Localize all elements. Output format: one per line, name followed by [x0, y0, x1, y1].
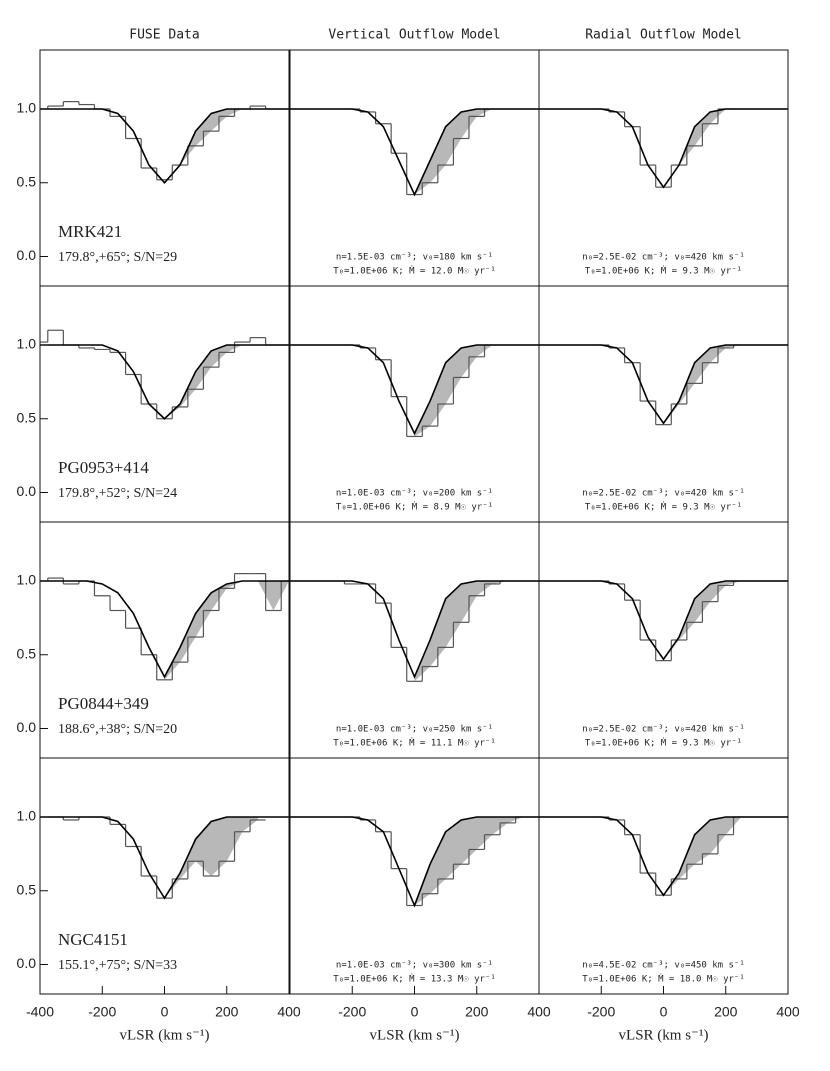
y-tick-label: 0.0: [17, 955, 37, 971]
shade: [164, 817, 258, 899]
x-tick-label: 200: [215, 1004, 239, 1020]
model-params: n=1.5E-03 cm⁻³; v₀=180 km s⁻¹: [336, 253, 493, 263]
x-tick-label: -200: [587, 1004, 615, 1020]
model-params: T₀=1.0E+06 K; Ṁ = 18.0 M☉ yr⁻¹: [582, 974, 745, 985]
panel-frame: [289, 757, 540, 995]
x-tick-label: 400: [776, 1004, 800, 1020]
panel-frame: [538, 49, 789, 287]
column-title: Radial Outflow Model: [585, 28, 742, 43]
y-tick-label: 1.0: [17, 808, 37, 824]
shade: [414, 817, 539, 906]
x-tick-label: 0: [161, 1004, 169, 1020]
y-tick-label: 1.0: [17, 572, 37, 588]
model-line: [290, 344, 539, 436]
model-params: n=1.0E-03 cm⁻³; v₀=250 km s⁻¹: [336, 725, 493, 735]
shade: [663, 581, 788, 661]
model-line: [539, 580, 788, 661]
y-tick-label: 0.0: [17, 247, 37, 263]
model-line: [290, 580, 539, 679]
shade: [164, 345, 289, 419]
object-info: 179.8°,+52°; S/N=24: [58, 486, 177, 501]
model-line: [539, 344, 788, 425]
x-tick-label: 400: [527, 1004, 551, 1020]
y-tick-label: 0.5: [17, 173, 37, 189]
panel-frame: [538, 521, 789, 759]
panel-frame: [289, 285, 540, 523]
panel-frame: [538, 285, 789, 523]
panel-frame: [289, 521, 540, 759]
object-name: PG0953+414: [58, 458, 149, 477]
panel-frame: [538, 757, 789, 995]
model-params: n₀=2.5E-02 cm⁻³; v₀=420 km s⁻¹: [582, 489, 745, 499]
y-tick-label: 0.5: [17, 881, 37, 897]
x-tick-label: -400: [26, 1004, 54, 1020]
model-params: n=1.0E-03 cm⁻³; v₀=300 km s⁻¹: [336, 961, 493, 971]
model-params: T₀=1.0E+06 K; Ṁ = 9.3 M☉ yr⁻¹: [585, 502, 742, 513]
model-line: [40, 580, 289, 679]
shade: [663, 109, 788, 188]
y-tick-label: 0.5: [17, 409, 37, 425]
y-tick-label: 1.0: [17, 336, 37, 352]
shade: [414, 581, 539, 682]
object-info: 179.8°,+65°; S/N=29: [58, 250, 177, 265]
object-info: 155.1°,+75°; S/N=33: [58, 958, 177, 973]
model-line: [40, 816, 289, 900]
x-tick-label: 400: [277, 1004, 301, 1020]
shade: [164, 109, 289, 183]
y-tick-label: 0.0: [17, 719, 37, 735]
model-params: T₀=1.0E+06 K; Ṁ = 9.3 M☉ yr⁻¹: [585, 266, 742, 277]
shade: [414, 345, 539, 437]
model-params: n=1.0E-03 cm⁻³; v₀=200 km s⁻¹: [336, 489, 493, 499]
model-line: [290, 108, 539, 197]
x-tick-label: 200: [714, 1004, 738, 1020]
x-tick-label: 0: [660, 1004, 668, 1020]
x-tick-label: -200: [338, 1004, 366, 1020]
model-params: T₀=1.0E+06 K; Ṁ = 8.9 M☉ yr⁻¹: [336, 502, 493, 513]
x-tick-label: 0: [411, 1004, 419, 1020]
column-title: FUSE Data: [129, 28, 199, 43]
x-axis-label: vLSR (km s⁻¹): [120, 1027, 210, 1043]
model-line: [290, 816, 539, 908]
panel-frame: [289, 49, 540, 287]
model-params: T₀=1.0E+06 K; Ṁ = 9.3 M☉ yr⁻¹: [585, 738, 742, 749]
shade: [663, 345, 788, 425]
x-tick-label: 200: [465, 1004, 489, 1020]
x-axis-label: vLSR (km s⁻¹): [370, 1027, 460, 1043]
y-tick-label: 0.5: [17, 645, 37, 661]
column-title: Vertical Outflow Model: [328, 28, 500, 43]
model-params: T₀=1.0E+06 K; Ṁ = 11.1 M☉ yr⁻¹: [333, 738, 496, 749]
model-line: [539, 816, 788, 897]
object-info: 188.6°,+38°; S/N=20: [58, 722, 177, 737]
x-tick-label: -200: [88, 1004, 116, 1020]
object-name: NGC4151: [58, 930, 128, 949]
y-tick-label: 1.0: [17, 100, 37, 116]
object-name: MRK421: [58, 222, 122, 241]
shade: [164, 581, 289, 680]
object-name: PG0844+349: [58, 694, 149, 713]
model-line: [40, 344, 289, 420]
model-params: T₀=1.0E+06 K; Ṁ = 13.3 M☉ yr⁻¹: [333, 974, 496, 985]
model-params: n₀=4.5E-02 cm⁻³; v₀=450 km s⁻¹: [582, 961, 745, 971]
y-tick-label: 0.0: [17, 483, 37, 499]
model-line: [539, 108, 788, 189]
model-line: [40, 108, 289, 184]
model-params: n₀=2.5E-02 cm⁻³; v₀=420 km s⁻¹: [582, 253, 745, 263]
shade: [663, 817, 788, 896]
model-params: T₀=1.0E+06 K; Ṁ = 12.0 M☉ yr⁻¹: [333, 266, 496, 277]
shade: [414, 109, 539, 195]
model-params: n₀=2.5E-02 cm⁻³; v₀=420 km s⁻¹: [582, 725, 745, 735]
x-axis-label: vLSR (km s⁻¹): [619, 1027, 709, 1043]
